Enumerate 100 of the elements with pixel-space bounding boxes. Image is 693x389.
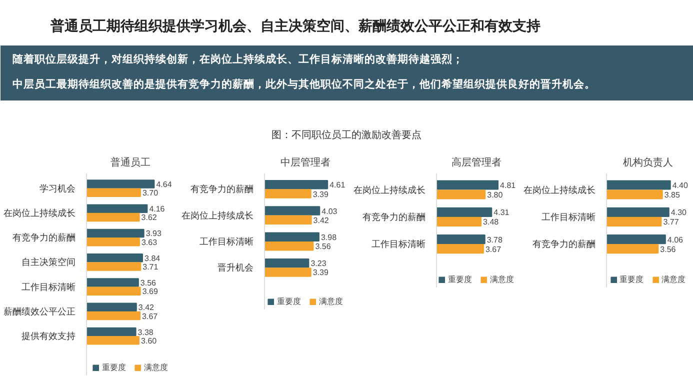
data-label: 3.38: [138, 328, 154, 337]
y-tick-label: 学习机会: [40, 183, 76, 194]
bar: [436, 180, 499, 190]
data-label: 4.06: [667, 235, 684, 244]
data-label: 3.98: [320, 232, 338, 242]
data-label: 3.62: [141, 213, 158, 222]
chart-title: 机构负责人: [623, 156, 673, 168]
chart-title: 普通员工: [110, 156, 150, 168]
bar: [606, 190, 663, 200]
y-tick-label: 有竞争力的薪酬: [532, 239, 596, 250]
y-tick-label: 自主决策空间: [22, 257, 76, 268]
bar: [436, 190, 486, 200]
bar: [264, 232, 320, 242]
y-tick-label: 工作目标清晰: [22, 282, 76, 292]
y-tick-label: 工作目标清晰: [372, 239, 426, 250]
data-label: 3.70: [142, 188, 159, 198]
bar: [606, 180, 671, 190]
data-label: 3.56: [660, 244, 676, 254]
bar: [606, 207, 670, 217]
text: 普通员工期待组织提供学习机会、自主决策空间、薪酬绩效公平公正和有效支持: [50, 18, 540, 34]
data-label: 3.60: [141, 336, 158, 346]
y-tick-label: 有竞争力的薪酬: [190, 184, 254, 194]
data-label: 3.69: [142, 287, 158, 296]
legend-label: 满意度: [662, 274, 686, 285]
bar: [86, 278, 139, 287]
y-tick-label: 有竞争力的薪酬: [12, 232, 76, 243]
data-label: 3.56: [315, 242, 332, 252]
bar: [264, 268, 312, 277]
bar: [436, 234, 486, 244]
data-label: 4.16: [149, 204, 166, 214]
data-label: 4.64: [156, 180, 172, 189]
data-label: 4.31: [494, 208, 510, 218]
y-tick-label: 提供有效支持: [22, 331, 76, 342]
y-tick-label: 在岗位上持续成长: [182, 210, 254, 220]
y-tick-label: 在岗位上持续成长: [354, 184, 426, 195]
data-label: 3.93: [146, 229, 162, 238]
legend-label: 重要度: [620, 274, 644, 285]
bar: [436, 216, 482, 226]
y-tick-label: 工作目标清晰: [200, 236, 254, 246]
data-label: 4.81: [500, 181, 516, 190]
bar: [86, 336, 140, 345]
data-label: 3.71: [142, 262, 159, 272]
data-label: 3.80: [487, 190, 504, 200]
y-tick-label: 晋升机会: [218, 262, 254, 273]
data-label: 3.56: [140, 278, 157, 288]
bar: [86, 204, 148, 213]
legend-label: 满意度: [490, 274, 514, 285]
chart-title: 高层管理者: [452, 156, 502, 168]
bar: [264, 258, 310, 268]
data-label: 3.84: [144, 254, 161, 263]
data-label: 3.42: [313, 216, 330, 225]
data-label: 4.30: [670, 208, 688, 218]
bar: [264, 241, 314, 251]
bar: [86, 188, 141, 197]
bar: [264, 180, 328, 190]
text: 中层员工最期待组织改善的是提供有竞争力的薪酬，此外与其他职位不同之处在于，他们希望组织提供良好的晋升机会。: [12, 78, 596, 90]
y-tick-label: 在岗位上持续成长: [524, 184, 596, 195]
bar: [264, 189, 312, 198]
legend-label: 重要度: [102, 362, 126, 373]
bar: [86, 262, 142, 271]
legend-label: 满意度: [144, 362, 168, 373]
bar: [606, 216, 662, 226]
bar: [86, 286, 141, 296]
data-label: 3.63: [141, 238, 158, 247]
chart-title: 中层管理者: [280, 156, 330, 168]
bar: [606, 244, 659, 254]
data-label: 4.03: [322, 206, 338, 216]
data-label: 3.78: [486, 235, 503, 244]
bar: [86, 327, 136, 336]
y-tick-label: 有竞争力的薪酬: [362, 212, 426, 222]
bar: [86, 302, 137, 312]
bar: [86, 212, 140, 222]
data-label: 3.77: [663, 218, 680, 227]
y-tick-label: 工作目标清晰: [542, 212, 596, 222]
legend-label: 重要度: [448, 274, 472, 285]
legend-label: 重要度: [277, 296, 301, 307]
legend-label: 满意度: [319, 296, 343, 307]
bar: [86, 311, 141, 320]
text: 图：不同职位员工的激励改善要点: [272, 129, 422, 141]
bar: [606, 234, 666, 244]
bar: [264, 206, 320, 216]
data-label: 3.39: [312, 268, 330, 278]
bar: [86, 180, 155, 188]
bar: [436, 244, 484, 254]
data-label: 3.85: [664, 190, 680, 200]
data-label: 3.42: [138, 303, 155, 312]
bar: [86, 228, 144, 238]
data-label: 3.48: [483, 218, 500, 227]
data-label: 3.39: [312, 190, 330, 199]
data-label: 4.61: [330, 180, 346, 190]
bar: [86, 253, 144, 262]
data-label: 4.40: [672, 181, 688, 190]
y-tick-label: 薪酬绩效公平公正: [4, 306, 76, 316]
data-label: 3.23: [310, 259, 327, 268]
data-label: 3.67: [142, 312, 158, 321]
bar: [86, 237, 140, 246]
data-label: 3.67: [485, 244, 502, 254]
text: 随着职位层级提升，对组织持续创新，在岗位上持续成长、工作目标清晰的改善期待越强烈；: [12, 52, 464, 66]
y-tick-label: 在岗位上持续成长: [4, 208, 76, 218]
bar: [436, 207, 492, 217]
